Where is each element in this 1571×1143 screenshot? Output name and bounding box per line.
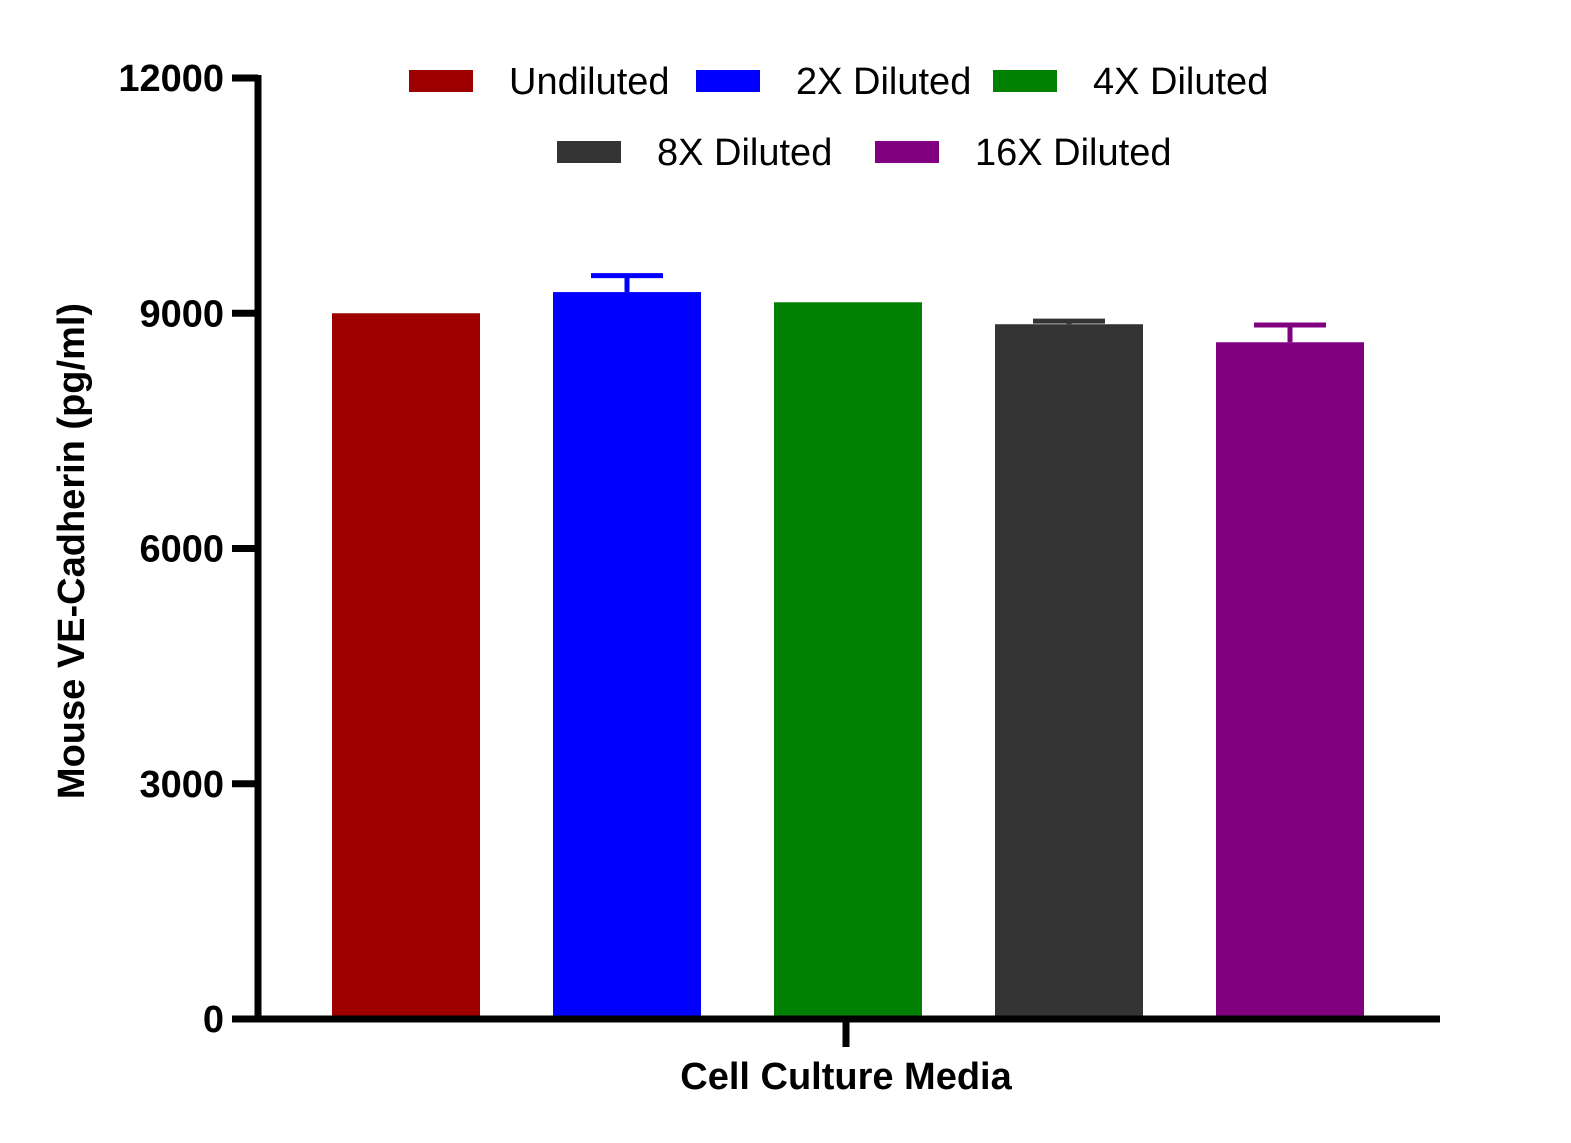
y-tick-label: 9000 [139, 293, 224, 335]
legend-label: 4X Diluted [1093, 61, 1268, 103]
error-bars-group [591, 273, 1326, 343]
legend-swatch [993, 70, 1057, 92]
y-axis: 0 3000 6000 9000 12000 [118, 58, 262, 1041]
x-axis-title: Cell Culture Media [680, 1056, 1012, 1098]
y-tick-label: 6000 [139, 529, 224, 571]
legend-item-2x-diluted: 2X Diluted [696, 61, 971, 103]
legend-item-16x-diluted: 16X Diluted [875, 132, 1171, 174]
bar-undiluted [332, 313, 480, 1019]
legend-label: 8X Diluted [657, 132, 832, 174]
legend-item-4x-diluted: 4X Diluted [993, 61, 1268, 103]
legend-swatch [875, 141, 939, 163]
bar-4x-diluted [774, 302, 922, 1019]
y-tick-label: 3000 [139, 764, 224, 806]
legend-swatch [409, 70, 473, 92]
bars-group [332, 292, 1364, 1019]
legend-label: 2X Diluted [796, 61, 971, 103]
legend-label: Undiluted [509, 61, 670, 103]
legend: Undiluted 2X Diluted 4X Diluted 8X Diluted 1… [409, 61, 1268, 174]
bar-2x-diluted [553, 292, 701, 1019]
bar-16x-diluted [1216, 342, 1364, 1019]
x-axis [255, 1015, 1440, 1047]
bar-8x-diluted [995, 324, 1143, 1019]
y-axis-title: Mouse VE-Cadherin (pg/ml) [51, 303, 93, 799]
legend-swatch [696, 70, 760, 92]
legend-label: 16X Diluted [975, 132, 1171, 174]
y-tick-label: 0 [203, 999, 224, 1041]
legend-item-8x-diluted: 8X Diluted [557, 132, 832, 174]
y-tick-label: 12000 [118, 58, 224, 100]
legend-swatch [557, 141, 621, 163]
legend-item-undiluted: Undiluted [409, 61, 670, 103]
